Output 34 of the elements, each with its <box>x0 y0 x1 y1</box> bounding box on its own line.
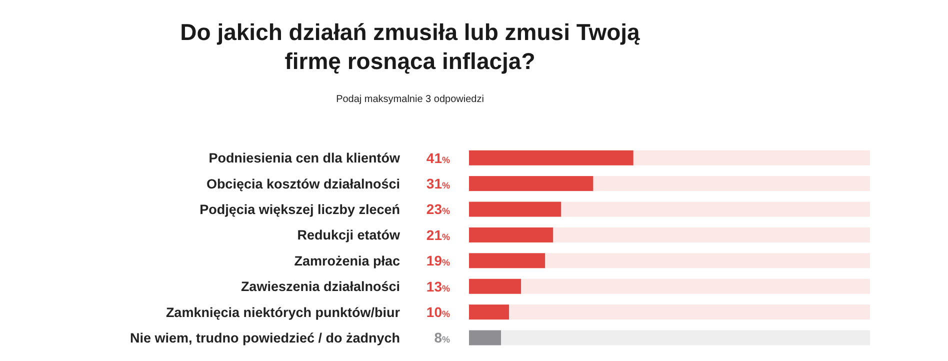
y-tick-label: Zamknięcia niektórych punktów/biur <box>166 304 401 320</box>
bar <box>509 304 870 320</box>
y-tick-label: Nie wiem, trudno powiedzieć / do żadnych <box>130 330 400 346</box>
bar <box>469 150 634 166</box>
bar <box>593 176 870 192</box>
data-label: 8% <box>434 330 450 346</box>
data-label: 19% <box>426 252 450 269</box>
bar <box>469 176 594 192</box>
y-tick-label: Zamrożenia płac <box>294 253 400 268</box>
bar <box>553 227 870 242</box>
bar <box>501 330 870 346</box>
y-tick-label: Podniesienia cen dla klientów <box>208 150 400 166</box>
chart-title: Do jakich działań zmusiła lub zmusi Twoją firmę rosnąca inflacja? <box>180 19 640 74</box>
y-tick-label: Obcięcia kosztów działalności <box>206 176 400 192</box>
bar <box>469 278 522 294</box>
data-label: 23% <box>426 201 450 218</box>
data-label: 31% <box>426 175 450 192</box>
y-tick-label: Redukcji etatów <box>297 228 400 243</box>
bar <box>521 278 870 294</box>
y-tick-label: Podjęcia większej liczby zleceń <box>200 202 400 217</box>
bar <box>561 202 870 217</box>
bar <box>469 304 510 320</box>
bar <box>469 202 562 217</box>
data-label: 13% <box>426 278 450 294</box>
bar <box>545 253 870 268</box>
chart-subtitle: Podaj maksymalnie 3 odpowiedzi <box>336 94 484 105</box>
bar <box>469 227 554 242</box>
y-tick-label: Zawieszenia działalności <box>240 279 400 294</box>
data-label: 21% <box>426 226 450 243</box>
data-label: 41% <box>426 150 450 166</box>
bar <box>469 253 546 268</box>
bar <box>633 150 870 166</box>
bar <box>469 330 502 346</box>
data-label: 10% <box>426 304 450 320</box>
